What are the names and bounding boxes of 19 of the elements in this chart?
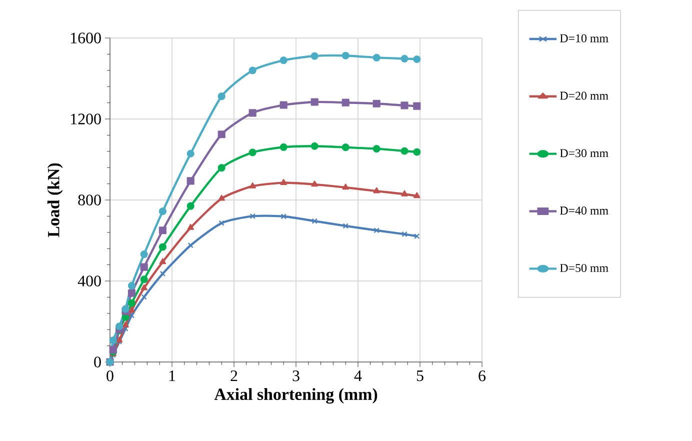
y-tick-label: 800	[78, 194, 101, 206]
legend-label: D=30 mm	[560, 149, 608, 158]
x-tick-label: 2	[230, 370, 238, 382]
y-tick-label: 1600	[71, 32, 101, 44]
x-tick-label: 3	[292, 370, 300, 382]
legend-label: D=50 mm	[560, 264, 608, 272]
x-tick-label: 4	[354, 370, 362, 381]
y-tick-label: 0	[94, 356, 101, 368]
legend-label: D=10 mm	[560, 34, 608, 42]
x-tick-label: 6	[478, 370, 486, 382]
x-tick-label: 0	[106, 370, 114, 382]
x-tick-label: 1	[169, 370, 176, 382]
y-axis-title: Load (kN)	[47, 163, 63, 238]
x-axis-title: Axial shortening (mm)	[214, 388, 378, 404]
legend-label: D=40 mm	[560, 206, 608, 215]
y-tick-label: 400	[78, 276, 101, 286]
legend-label: D=20 mm	[560, 92, 608, 100]
y-tick-label: 1200	[71, 114, 101, 124]
x-tick-label: 5	[416, 370, 424, 382]
